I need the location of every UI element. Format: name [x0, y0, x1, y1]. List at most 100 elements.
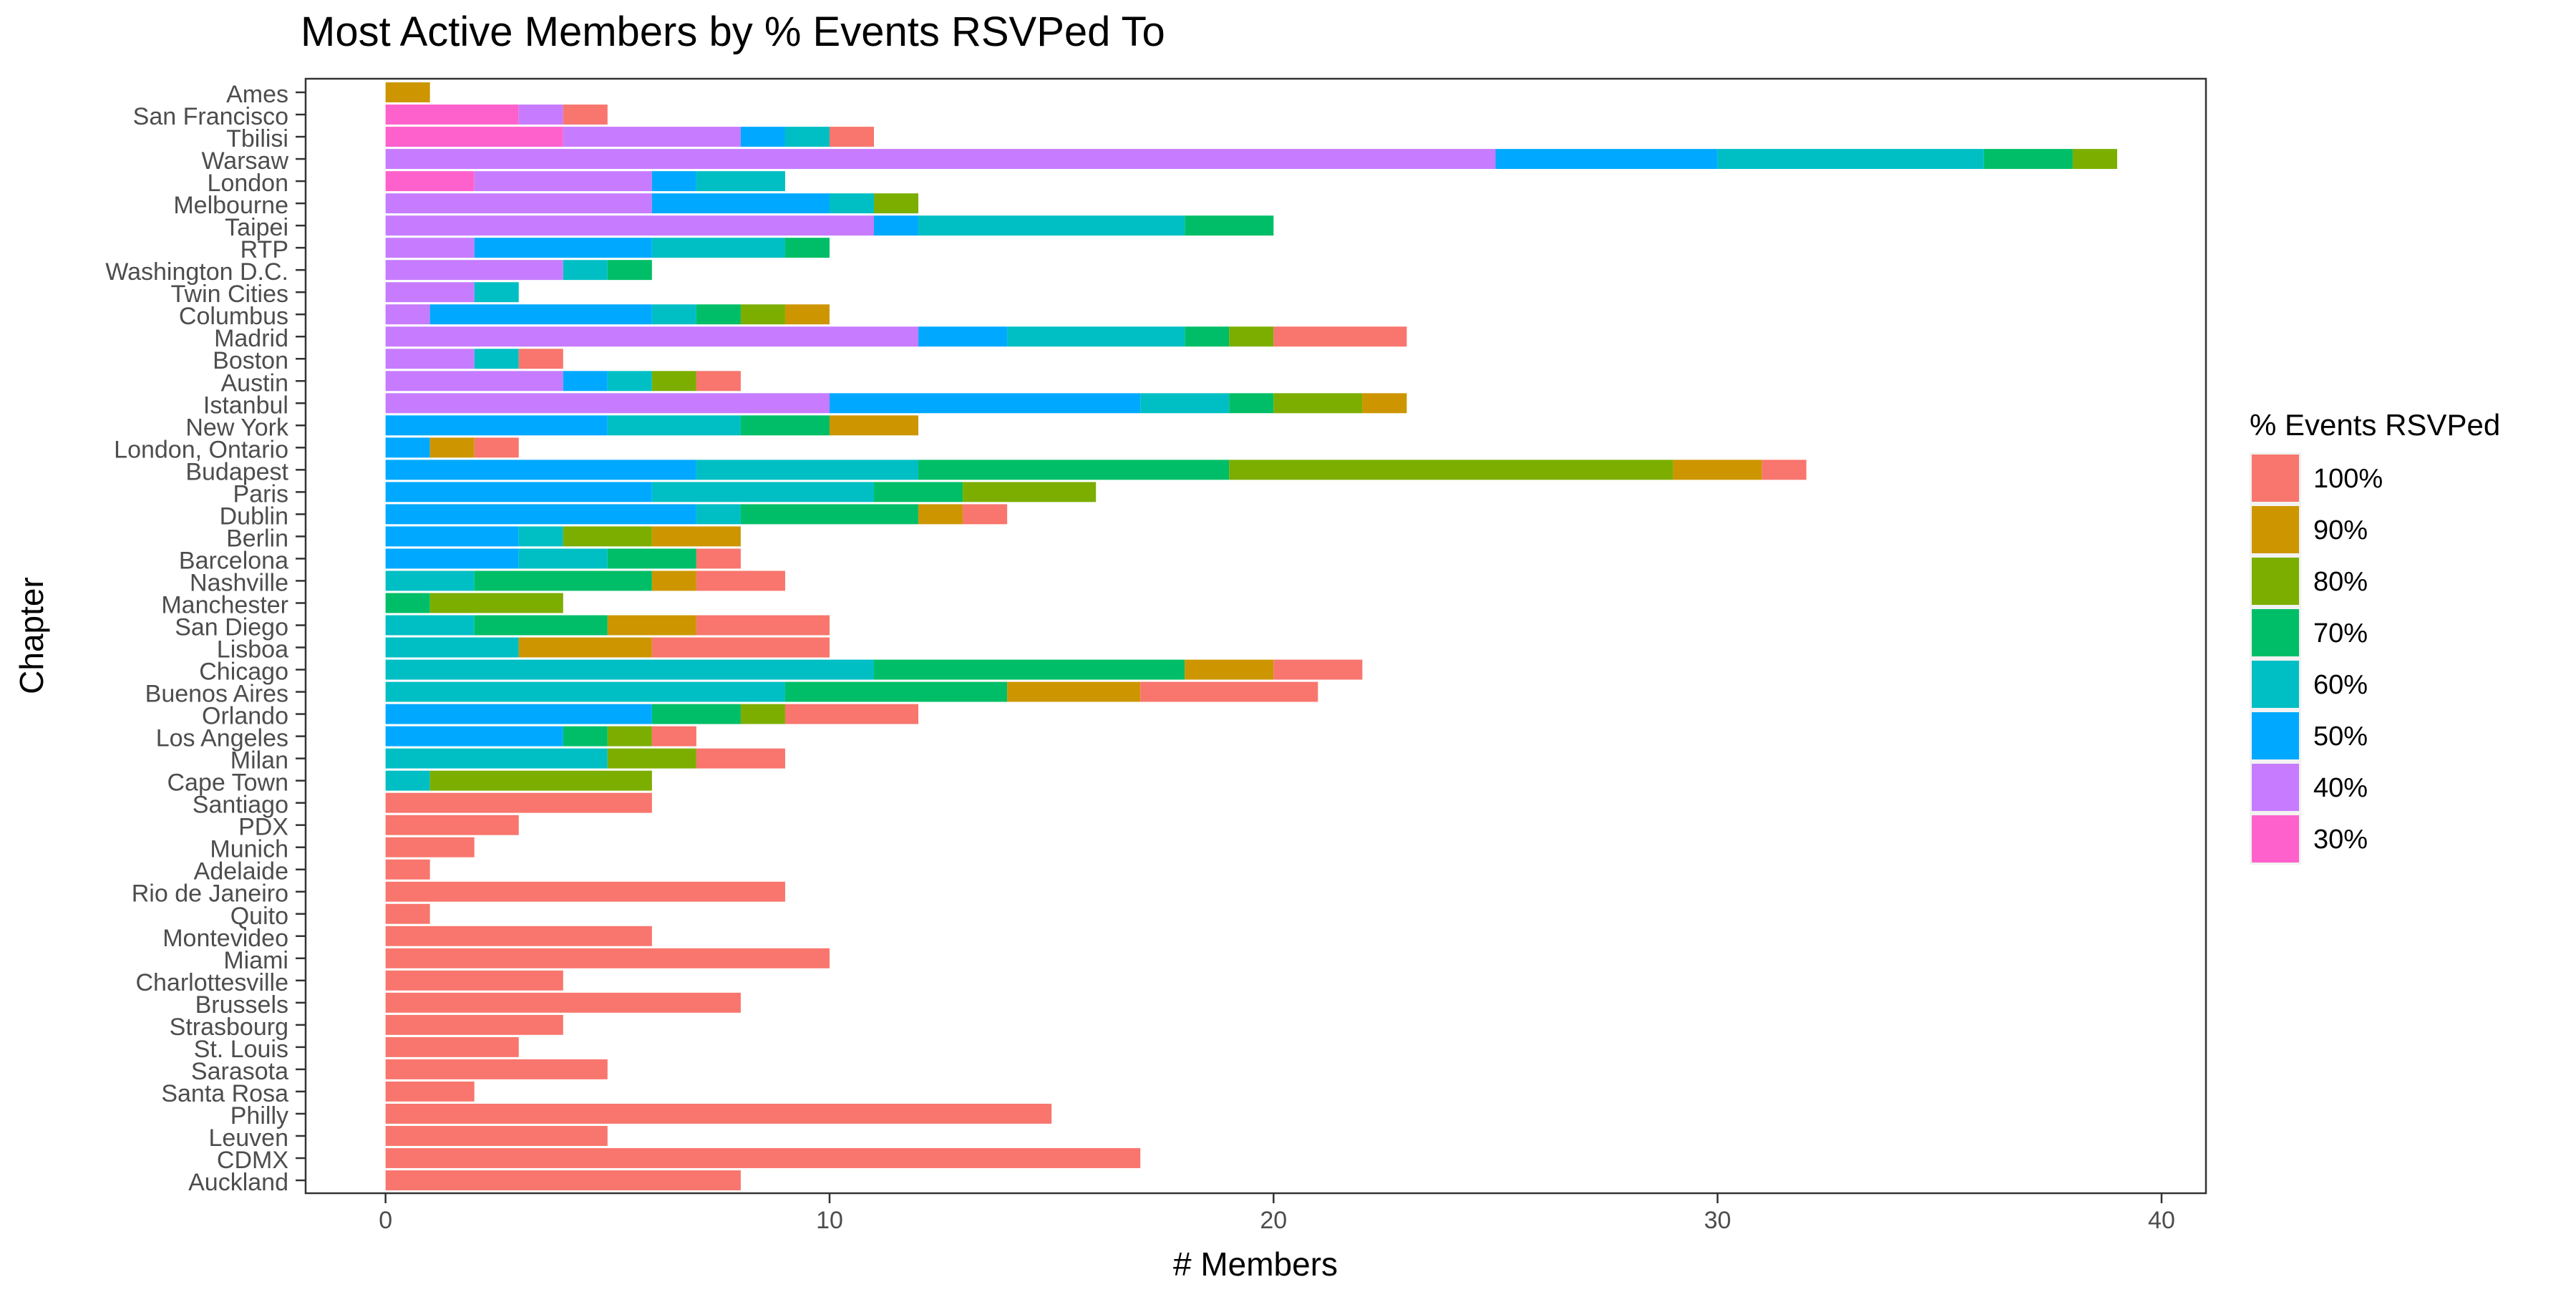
legend-swatch-70 — [2252, 609, 2299, 656]
bar-austin-40 — [385, 371, 563, 392]
bar-istanbul-70 — [1229, 393, 1274, 414]
bar-chicago-70 — [874, 659, 1185, 680]
bar-paris-70 — [874, 482, 963, 502]
bar-san-francisco-30 — [385, 105, 519, 125]
bar-orlando-80 — [740, 704, 785, 724]
bar-twin-cities-60 — [474, 282, 519, 303]
y-tick-label: Brussels — [195, 991, 288, 1019]
bar-budapest-50 — [385, 460, 696, 480]
y-tick-label: London — [208, 170, 288, 197]
bar-manchester-70 — [385, 593, 430, 613]
y-tick-label: Montevideo — [162, 925, 288, 952]
bar-istanbul-90 — [1362, 393, 1407, 414]
bar-buenos-aires-90 — [1007, 681, 1141, 702]
bar-warsaw-60 — [1717, 149, 1984, 170]
bar-tbilisi-60 — [784, 127, 830, 147]
bar-boston-60 — [474, 349, 519, 369]
y-tick-label: Madrid — [214, 325, 288, 352]
bar-madrid-80 — [1229, 326, 1274, 347]
bar-columbus-50 — [429, 304, 652, 325]
y-tick-label: Manchester — [161, 591, 288, 618]
bar-san-diego-70 — [474, 615, 608, 636]
legend-label-90: 90% — [2313, 515, 2368, 545]
bar-austin-80 — [651, 371, 696, 392]
legend-label-70: 70% — [2313, 618, 2368, 649]
legend-swatch-40 — [2252, 764, 2299, 811]
bar-miami-100 — [385, 948, 830, 968]
y-tick-label: San Francisco — [133, 103, 288, 130]
bar-berlin-90 — [651, 526, 741, 547]
bar-cdmx-100 — [385, 1148, 1141, 1168]
bar-boston-40 — [385, 349, 475, 369]
y-axis-title: Chapter — [13, 577, 50, 694]
bar-new-york-70 — [740, 415, 830, 436]
y-tick-label: Philly — [230, 1102, 288, 1130]
bar-madrid-70 — [1185, 326, 1230, 347]
bar-twin-cities-40 — [385, 282, 475, 303]
bar-manchester-80 — [429, 593, 563, 613]
y-tick-label: Warsaw — [201, 147, 288, 175]
bar-london-60 — [696, 171, 785, 192]
bar-san-francisco-100 — [563, 105, 608, 125]
legend-swatch-80 — [2252, 558, 2299, 605]
bar-milan-60 — [385, 748, 608, 769]
bar-barcelona-100 — [696, 548, 741, 569]
bar-tbilisi-40 — [563, 127, 741, 147]
y-tick-label: Twin Cities — [171, 281, 288, 308]
legend-label-80: 80% — [2313, 567, 2368, 597]
plot-panel — [304, 77, 2207, 1195]
bar-melbourne-40 — [385, 193, 652, 214]
bar-london-ontario-90 — [429, 437, 475, 458]
y-tick-label: San Diego — [175, 613, 288, 641]
bar-chicago-100 — [1273, 659, 1363, 680]
bar-san-francisco-40 — [518, 105, 563, 125]
bar-madrid-100 — [1273, 326, 1407, 347]
bar-columbus-80 — [740, 304, 785, 325]
bar-paris-80 — [963, 482, 1097, 502]
bar-berlin-50 — [385, 526, 519, 547]
bars-layer — [385, 82, 2117, 1190]
bar-taipei-50 — [874, 215, 919, 236]
bar-nashville-90 — [651, 570, 696, 591]
legend-swatch-90 — [2252, 506, 2299, 553]
bar-berlin-80 — [563, 526, 652, 547]
y-tick-label: Boston — [213, 347, 288, 374]
bar-budapest-80 — [1229, 460, 1673, 480]
bar-warsaw-70 — [1983, 149, 2073, 170]
bar-montevideo-100 — [385, 926, 652, 946]
y-tick-label: Miami — [223, 947, 288, 974]
y-tick-label: Santa Rosa — [161, 1080, 288, 1107]
y-tick-label: Los Angeles — [156, 725, 288, 752]
y-tick-label: Dublin — [220, 502, 288, 530]
x-axis-title: # Members — [1173, 1245, 1338, 1283]
bar-dublin-50 — [385, 504, 696, 525]
y-tick-label: Austin — [221, 369, 289, 397]
bar-istanbul-80 — [1273, 393, 1363, 414]
bar-nashville-70 — [474, 570, 652, 591]
y-tick-label: Munich — [210, 836, 288, 863]
bar-san-diego-100 — [696, 615, 830, 636]
legend-swatch-30 — [2252, 815, 2299, 863]
bar-barcelona-60 — [518, 548, 608, 569]
y-tick-label: Chicago — [199, 659, 288, 686]
bar-taipei-60 — [918, 215, 1185, 236]
legend: % Events RSVPed 100% 90% 80% 70% 60% 50% 40% 30… — [2250, 408, 2500, 865]
y-tick-label: Sarasota — [191, 1058, 288, 1085]
bar-barcelona-50 — [385, 548, 519, 569]
bar-austin-100 — [696, 371, 741, 392]
bar-auckland-100 — [385, 1170, 741, 1190]
bar-strasbourg-100 — [385, 1014, 563, 1035]
bar-santa-rosa-100 — [385, 1081, 475, 1102]
bar-paris-50 — [385, 482, 652, 502]
y-tick-label: Istanbul — [203, 392, 288, 419]
bar-budapest-90 — [1673, 460, 1762, 480]
bar-nashville-60 — [385, 570, 475, 591]
y-tick-label: Melbourne — [173, 192, 288, 219]
bar-buenos-aires-70 — [784, 681, 1008, 702]
bar-munich-100 — [385, 837, 475, 858]
y-tick-label: Nashville — [190, 569, 288, 596]
y-tick-label: Washington D.C. — [105, 258, 288, 286]
bar-columbus-40 — [385, 304, 430, 325]
